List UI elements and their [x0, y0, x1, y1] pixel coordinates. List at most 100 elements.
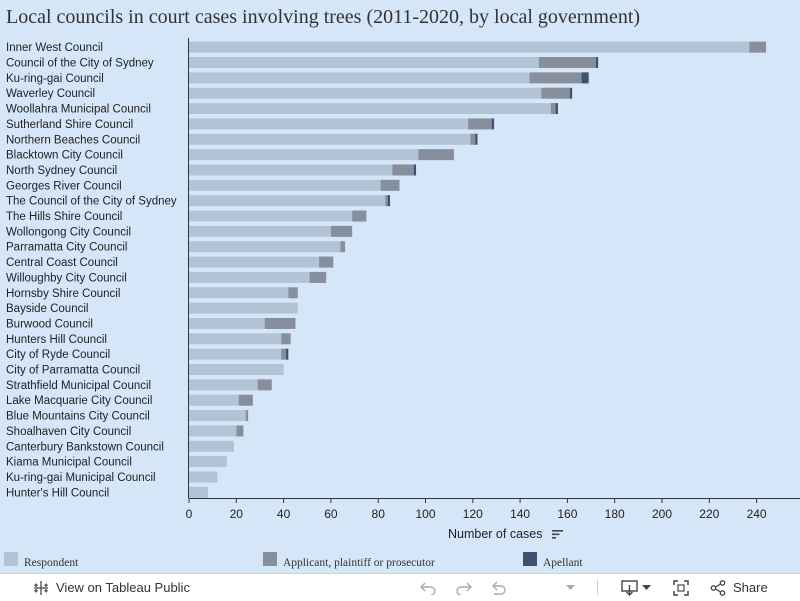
legend-item-applicant[interactable]: Applicant, plaintiff or prosecutor — [263, 552, 435, 569]
bar-segment — [189, 164, 393, 176]
download-button[interactable] — [621, 574, 651, 601]
category-label: Blue Mountains City Council — [6, 411, 150, 423]
category-label: Ku-ring-gai Council — [6, 73, 104, 85]
view-on-tableau-public-button[interactable]: View on Tableau Public — [33, 574, 190, 601]
bar-segment — [418, 149, 454, 161]
bar-segment — [468, 118, 492, 130]
bar-segment — [380, 179, 400, 191]
bar-segment — [550, 103, 556, 115]
bar-segment — [236, 425, 244, 437]
category-label: Hunter's Hill Council — [6, 487, 109, 499]
category-label: The Council of the City of Sydney — [6, 196, 177, 208]
legend-swatch — [263, 552, 277, 566]
x-tick-label: 240 — [747, 507, 767, 521]
bar-segment — [189, 149, 419, 161]
category-label: Bayside Council — [6, 303, 88, 315]
bar-segment — [189, 456, 227, 468]
bar-segment — [475, 133, 478, 145]
bar-segment — [245, 410, 249, 422]
legend-label: Respondent — [24, 557, 79, 569]
bar-segment — [189, 41, 750, 53]
legend-label: Applicant, plaintiff or prosecutor — [283, 557, 435, 569]
bar-segment — [189, 440, 234, 452]
x-tick-label: 140 — [510, 507, 530, 521]
category-label: Strathfield Municipal Council — [6, 380, 151, 392]
undo-button[interactable] — [420, 574, 436, 601]
bar-segment — [749, 41, 767, 53]
bar-segment — [413, 164, 417, 176]
bar-segment — [189, 287, 289, 299]
bar-segment — [281, 333, 291, 345]
x-tick-label: 80 — [372, 507, 386, 521]
chevron-down-icon — [566, 584, 575, 591]
category-label: Woollahra Municipal Council — [6, 104, 151, 116]
bar-segment — [189, 410, 246, 422]
bar-segment — [189, 225, 331, 237]
x-tick-label: 40 — [277, 507, 291, 521]
bar-segment — [238, 394, 253, 406]
revert-dropdown[interactable] — [566, 574, 575, 601]
share-icon — [710, 579, 726, 596]
x-tick-label: 60 — [324, 507, 338, 521]
category-label: North Sydney Council — [6, 165, 117, 177]
category-label: Sutherland Shire Council — [6, 119, 133, 131]
bar-segment — [581, 72, 589, 84]
bar-segment — [189, 394, 239, 406]
bar-segment — [189, 486, 208, 498]
legend-item-respondent[interactable]: Respondent — [4, 552, 78, 569]
x-tick-label: 200 — [652, 507, 672, 521]
redo-button[interactable] — [456, 574, 472, 601]
bar-segment — [189, 72, 530, 84]
bar-segment — [189, 364, 284, 376]
legend-label: Apellant — [543, 557, 583, 569]
undo-icon — [420, 581, 436, 595]
bar-segment — [529, 72, 582, 84]
share-button[interactable]: Share — [710, 574, 768, 601]
category-label: Waverley Council — [6, 88, 95, 100]
bar-segment — [189, 333, 282, 345]
x-tick-label: 100 — [415, 507, 435, 521]
x-tick-label: 120 — [463, 507, 483, 521]
bar-segment — [189, 241, 341, 253]
bar-segment — [189, 133, 471, 145]
bar-segment — [189, 118, 469, 130]
bar-segment — [288, 287, 298, 299]
bar-segment — [385, 195, 388, 207]
bar-segment — [539, 57, 596, 69]
bar-segment — [189, 179, 381, 191]
legend-item-apellant[interactable]: Apellant — [523, 552, 583, 569]
x-tick-label: 220 — [699, 507, 719, 521]
legend: Respondent Applicant, plaintiff or prose… — [0, 552, 800, 572]
x-axis-title: Number of cases — [448, 527, 563, 542]
x-tick-label: 160 — [557, 507, 577, 521]
legend-swatch — [4, 552, 18, 566]
bar-segment — [285, 348, 289, 360]
bar-segment — [189, 425, 237, 437]
revert-button[interactable] — [491, 574, 507, 601]
category-label: Willoughby City Council — [6, 272, 127, 284]
category-label: Northern Beaches Council — [6, 134, 140, 146]
bar-segment — [340, 241, 346, 253]
sort-icon[interactable] — [551, 528, 563, 542]
bar-segment — [387, 195, 391, 207]
bar-segment — [470, 133, 476, 145]
bar-segment — [189, 195, 386, 207]
category-label: Council of the City of Sydney — [6, 58, 154, 70]
x-tick-label: 180 — [605, 507, 625, 521]
tableau-logo-icon — [33, 580, 49, 596]
bar-segment — [189, 379, 258, 391]
category-label: Central Coast Council — [6, 257, 118, 269]
fullscreen-icon — [673, 579, 689, 596]
fullscreen-button[interactable] — [673, 574, 689, 601]
category-label: Ku-ring-gai Municipal Council — [6, 472, 156, 484]
bar-segment — [555, 103, 558, 115]
category-label: Hornsby Shire Council — [6, 288, 120, 300]
category-label: City of Parramatta Council — [6, 365, 140, 377]
bar-segment — [189, 302, 298, 314]
bar-segment — [189, 256, 320, 268]
redo-icon — [456, 581, 472, 595]
bar-segment — [595, 57, 599, 69]
chevron-down-icon — [642, 584, 651, 591]
category-label: The Hills Shire Council — [6, 211, 122, 223]
category-label: Georges River Council — [6, 180, 122, 192]
